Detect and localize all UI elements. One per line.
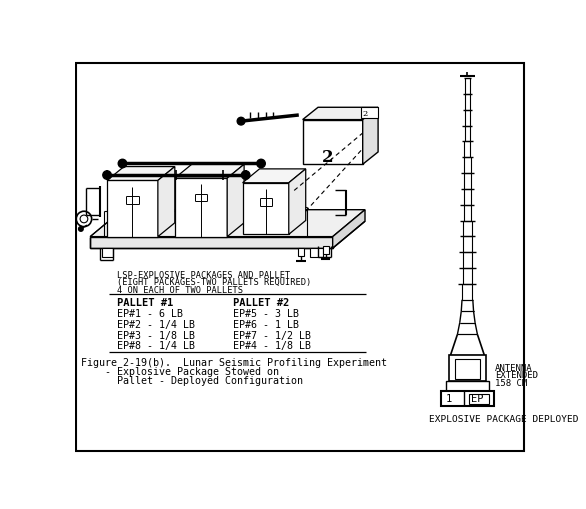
Polygon shape [243,169,306,183]
Text: EP#5 - 3 LB: EP#5 - 3 LB [233,309,298,319]
Text: 4 ON EACH OF TWO PALLETS: 4 ON EACH OF TWO PALLETS [117,286,243,295]
Text: EP#4 - 1/8 LB: EP#4 - 1/8 LB [233,342,311,351]
Text: - Explosive Package Stowed on: - Explosive Package Stowed on [81,367,279,377]
Text: EP#8 - 1/4 LB: EP#8 - 1/4 LB [117,342,195,351]
Polygon shape [302,107,378,120]
Polygon shape [101,248,113,258]
Circle shape [103,171,111,179]
Polygon shape [363,107,378,164]
Polygon shape [455,359,480,379]
Text: EP#2 - 1/4 LB: EP#2 - 1/4 LB [117,320,195,330]
Polygon shape [158,166,175,237]
Text: 2: 2 [322,149,333,166]
Polygon shape [175,164,244,178]
Text: EP#7 - 1/2 LB: EP#7 - 1/2 LB [233,330,311,341]
Polygon shape [90,237,333,248]
Text: EXPLOSIVE PACKAGE DEPLOYED: EXPLOSIVE PACKAGE DEPLOYED [429,415,578,425]
Text: ANTENNA: ANTENNA [495,364,533,373]
Text: EXTENDED: EXTENDED [495,372,538,380]
Polygon shape [333,210,365,248]
Polygon shape [289,169,306,234]
Text: PALLET #1: PALLET #1 [117,298,173,308]
Circle shape [241,171,250,179]
Text: LSP-EXPLOSIVE PACKAGES AND PALLET: LSP-EXPLOSIVE PACKAGES AND PALLET [117,270,290,279]
Text: 158 CM: 158 CM [495,379,527,388]
Polygon shape [107,180,158,237]
Polygon shape [323,246,329,253]
Polygon shape [469,394,489,404]
Polygon shape [227,164,244,237]
Polygon shape [243,183,289,234]
Text: EP#1 - 6 LB: EP#1 - 6 LB [117,309,183,319]
Text: Pallet - Deployed Configuration: Pallet - Deployed Configuration [81,376,303,386]
Polygon shape [298,248,304,256]
Polygon shape [361,107,378,118]
Polygon shape [446,381,489,390]
Circle shape [79,227,83,231]
Polygon shape [449,355,486,381]
Text: EP#6 - 1 LB: EP#6 - 1 LB [233,320,298,330]
Polygon shape [175,178,227,237]
Polygon shape [441,390,493,406]
Text: PALLET #2: PALLET #2 [233,298,289,308]
Polygon shape [90,210,365,237]
Polygon shape [302,120,363,164]
Text: EP: EP [471,394,484,404]
Text: 2: 2 [363,109,368,118]
Polygon shape [309,248,323,258]
Text: EP#3 - 1/8 LB: EP#3 - 1/8 LB [117,330,195,341]
Polygon shape [107,166,175,180]
Circle shape [237,117,245,125]
Circle shape [118,159,127,168]
Circle shape [257,159,265,168]
Text: Figure 2-19(b).  Lunar Seismic Profiling Experiment: Figure 2-19(b). Lunar Seismic Profiling … [81,357,387,367]
Text: (EIGHT PACKAGES-TWO PALLETS REQUIRED): (EIGHT PACKAGES-TWO PALLETS REQUIRED) [117,278,311,287]
Text: 1: 1 [446,394,452,404]
